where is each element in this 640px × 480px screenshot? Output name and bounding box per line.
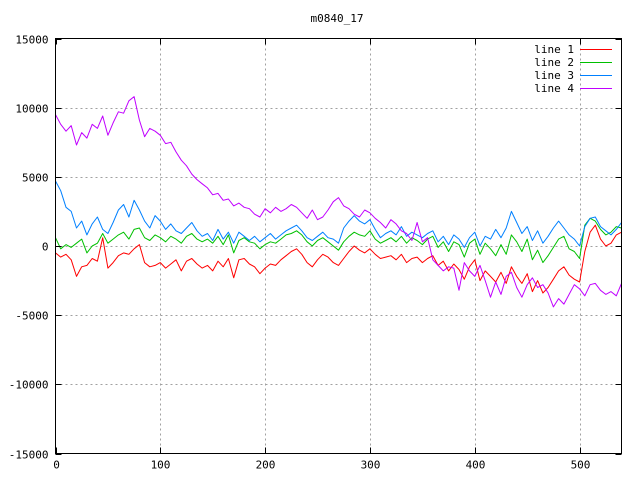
grid	[55, 38, 622, 454]
x-tick-label: 400	[466, 459, 486, 472]
series-line-1	[55, 224, 622, 294]
y-tick-label: 0	[42, 241, 49, 254]
y-tick-label: -5000	[15, 310, 48, 323]
x-tick-label: 200	[256, 459, 276, 472]
y-tick-label: 5000	[22, 172, 49, 185]
x-tick-label: 100	[151, 459, 171, 472]
series-group	[55, 96, 622, 308]
series-line-3	[55, 180, 622, 248]
legend-label: line 4	[534, 82, 574, 95]
y-tick-label: -10000	[9, 379, 49, 392]
x-tick-label: 300	[361, 459, 381, 472]
series-line-2	[55, 217, 622, 264]
legend-label: line 1	[534, 43, 574, 56]
legend-label: line 2	[534, 56, 574, 69]
chart-title: m0840_17	[311, 12, 364, 25]
axis-ticks: 0 100 200 300 400 500 -15000 -10000 -5000 0 5000 10…	[9, 34, 622, 472]
y-tick-label: 15000	[15, 34, 48, 47]
series-line-4	[55, 96, 622, 308]
legend-label: line 3	[534, 69, 574, 82]
y-tick-label: -15000	[9, 449, 49, 462]
x-tick-label: 500	[571, 459, 591, 472]
x-tick-label: 0	[53, 459, 60, 472]
y-tick-label: 10000	[15, 103, 48, 116]
